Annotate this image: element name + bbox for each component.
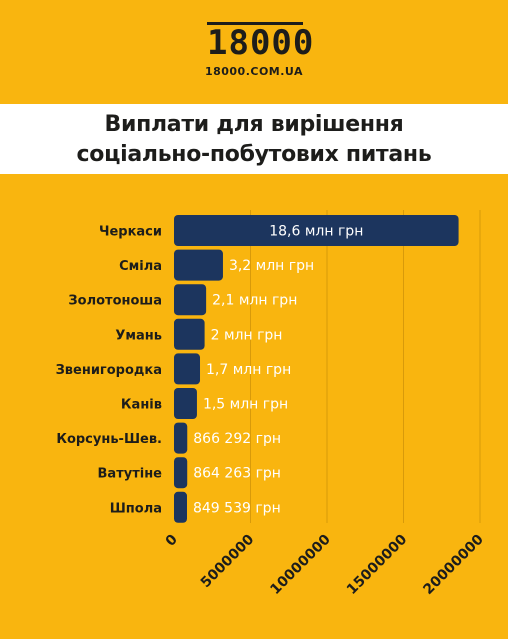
title-band: Виплати для вирішення соціально-побутови… <box>0 104 508 174</box>
category-label: Корсунь-Шев. <box>56 432 162 447</box>
x-tick-label: 10000000 <box>267 531 334 598</box>
bar <box>174 353 201 385</box>
title-line-2: соціально-побутових питань <box>76 142 432 167</box>
category-label: Канів <box>121 398 162 413</box>
bar <box>174 284 207 316</box>
category-label: Черкаси <box>99 225 162 240</box>
data-label: 864 263 грн <box>193 466 281 482</box>
logo-mark <box>207 22 303 61</box>
bar <box>174 457 188 489</box>
category-label: Умань <box>115 328 162 343</box>
logo-digits: 18000 <box>207 23 315 63</box>
category-label: Шпола <box>110 501 162 516</box>
data-label: 18,6 млн грн <box>269 224 363 240</box>
category-label: Сміла <box>119 259 162 274</box>
data-label: 1,5 млн грн <box>203 397 288 413</box>
category-label: Ватутіне <box>98 467 163 482</box>
data-label: 866 292 грн <box>193 431 281 447</box>
title-line-1: Виплати для вирішення <box>104 112 404 137</box>
data-label: 1,7 млн грн <box>206 362 291 378</box>
x-tick-label: 20000000 <box>420 531 487 598</box>
bar <box>174 388 197 419</box>
logo: 18000 18000.COM.UA <box>0 22 508 82</box>
bar <box>174 422 188 454</box>
x-tick-label: 5000000 <box>198 531 258 591</box>
x-tick-label: 15000000 <box>344 531 411 598</box>
data-label: 2 млн грн <box>211 327 283 343</box>
bar <box>174 215 459 246</box>
x-tick-label: 0 <box>163 531 181 549</box>
data-label: 3,2 млн грн <box>229 258 314 274</box>
category-label: Золотоноша <box>68 294 162 309</box>
category-label: Звенигородка <box>56 363 162 378</box>
data-label: 2,1 млн грн <box>212 293 297 309</box>
logo-domain: 18000.COM.UA <box>204 65 304 78</box>
bar <box>174 491 187 523</box>
data-label: 849 539 грн <box>193 500 281 516</box>
bar <box>174 318 205 350</box>
bar <box>174 249 223 281</box>
